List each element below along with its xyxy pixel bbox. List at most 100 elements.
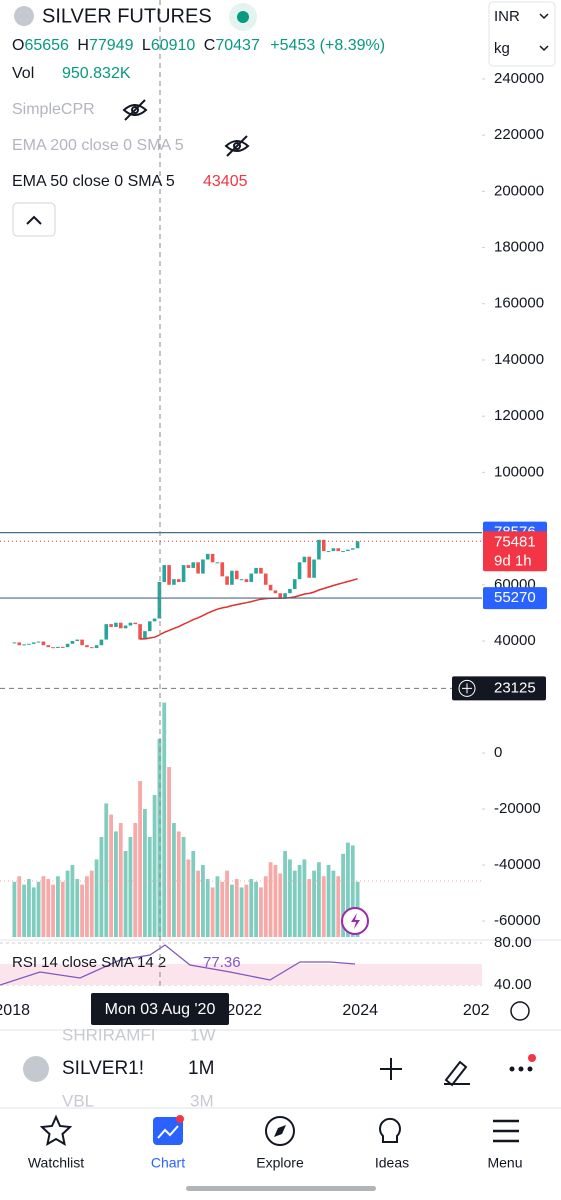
notification-dot — [528, 1054, 536, 1062]
cursor-add[interactable] — [458, 679, 476, 697]
dropdown-icon — [539, 13, 549, 52]
volume-bar — [341, 853, 345, 937]
nav-label[interactable]: Chart — [151, 1155, 185, 1171]
candle — [297, 562, 302, 580]
ideas-icon[interactable] — [379, 1117, 401, 1143]
rsi-line — [0, 944, 356, 986]
candle — [118, 622, 123, 629]
volume-bar — [176, 831, 181, 937]
nav-label[interactable]: Watchlist — [28, 1155, 84, 1171]
unit[interactable]: kg — [494, 40, 510, 57]
volume-bar — [312, 870, 316, 937]
candle — [143, 631, 147, 640]
nav-bar — [0, 1108, 561, 1200]
candle — [239, 579, 244, 581]
candle — [254, 567, 258, 574]
chart-icon[interactable] — [153, 1117, 183, 1145]
volume-bar — [244, 884, 249, 937]
hide-icon[interactable] — [224, 135, 250, 157]
watchlist-interval: 3M — [190, 1091, 214, 1110]
more-icon[interactable] — [509, 1066, 533, 1072]
volume-bar — [278, 873, 283, 937]
volume-bar — [104, 803, 109, 937]
candle — [346, 549, 350, 552]
add-icon[interactable] — [380, 1058, 402, 1080]
cpr-label[interactable]: SimpleCPR — [12, 101, 95, 118]
candle — [283, 593, 287, 599]
candle — [302, 556, 307, 563]
volume-bar — [273, 865, 278, 937]
active-symbol[interactable]: SILVER1! — [62, 1058, 144, 1079]
volume-bar — [225, 870, 229, 937]
support-line-label: 55270 — [494, 589, 536, 606]
hide-icon[interactable] — [122, 99, 148, 121]
y-tick-label: 140000 — [494, 351, 544, 368]
candle — [172, 579, 176, 585]
chevron-icon — [26, 215, 42, 225]
candle — [336, 548, 341, 552]
candle — [321, 539, 326, 552]
nav-label[interactable]: Explore — [256, 1155, 304, 1171]
currency[interactable]: INR — [494, 8, 520, 25]
volume-bar — [89, 870, 94, 937]
candle — [355, 541, 360, 549]
y-tick-label: 180000 — [494, 239, 544, 256]
candle — [201, 559, 205, 574]
candle — [292, 579, 297, 590]
volume-bar — [143, 809, 147, 937]
volume-bar — [36, 881, 41, 937]
volume-bar — [138, 781, 142, 937]
y-tick-label: -40000 — [494, 856, 541, 873]
volume-bar — [302, 859, 307, 937]
volume-bar — [162, 702, 167, 937]
volume-bar — [17, 876, 22, 937]
candle — [94, 645, 99, 649]
compass-needle — [274, 1125, 286, 1137]
volume-bar — [31, 887, 36, 937]
candle — [89, 647, 94, 649]
volume-bar — [307, 879, 312, 937]
candle — [56, 646, 60, 649]
candle — [263, 573, 268, 585]
draw-icon[interactable] — [444, 1060, 470, 1087]
rsi-label: RSI 14 close SMA 14 2 — [12, 954, 166, 971]
y-tick-label: 240000 — [494, 70, 544, 87]
vol-label: Vol — [12, 65, 34, 82]
candle — [65, 643, 70, 648]
unit-selector[interactable] — [488, 1, 556, 67]
candle — [85, 645, 89, 648]
gesture-bar — [186, 1186, 376, 1191]
nav-label[interactable]: Ideas — [375, 1155, 409, 1171]
menu-icon[interactable] — [493, 1119, 519, 1143]
candle — [230, 570, 234, 585]
volume-bar — [85, 876, 89, 937]
settings-icon[interactable] — [510, 1001, 530, 1021]
volume-bar — [94, 859, 99, 937]
watchlist-symbol[interactable]: SHRIRAMFI — [62, 1025, 156, 1044]
collapse-button[interactable] — [12, 202, 56, 237]
volume-bar — [210, 887, 215, 937]
volume-bar — [259, 887, 263, 937]
explore-icon[interactable] — [265, 1116, 295, 1146]
volume-bar — [51, 884, 55, 937]
cursor-add-plus — [462, 683, 472, 694]
volume-bar — [205, 879, 210, 937]
market-dot — [237, 11, 249, 23]
ema200-label[interactable]: EMA 200 close 0 SMA 5 — [12, 137, 184, 154]
volume-bar — [114, 831, 118, 937]
candle — [51, 647, 55, 649]
watchlist-icon[interactable] — [39, 1114, 73, 1146]
nav-label[interactable]: Menu — [487, 1155, 522, 1171]
volume-bar — [249, 879, 254, 937]
ohlc: O65656 H77949 L60910 C70437 +5453 (+8.39… — [12, 37, 385, 54]
symbol-title[interactable]: SILVER FUTURES — [42, 5, 212, 27]
volume-bar — [297, 865, 302, 937]
watchlist-symbol[interactable]: VBL — [62, 1091, 94, 1110]
volume-bar — [41, 876, 46, 937]
volume-bar — [326, 865, 331, 937]
candle — [75, 639, 80, 641]
ema50-label[interactable]: EMA 50 close 0 SMA 5 — [12, 173, 175, 190]
candle — [152, 618, 157, 622]
active-interval[interactable]: 1M — [188, 1058, 214, 1079]
candle — [191, 562, 196, 568]
